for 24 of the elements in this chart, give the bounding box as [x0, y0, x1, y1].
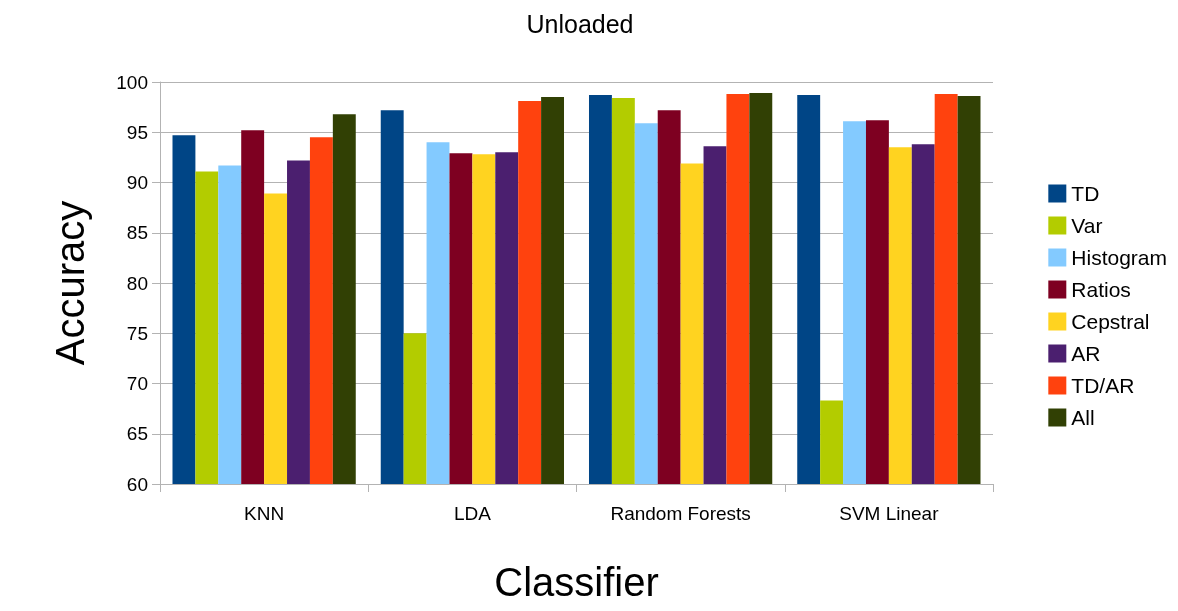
- y-tick-label: 75: [126, 322, 148, 344]
- x-tick-label: KNN: [244, 503, 285, 524]
- legend-label: Cepstral: [1071, 310, 1150, 333]
- y-tick-label: 95: [126, 121, 148, 143]
- y-tick-label: 85: [126, 222, 148, 244]
- y-tick-label: 70: [126, 373, 148, 394]
- x-axis-title: Classifier: [494, 560, 659, 604]
- x-tick-label: SVM Linear: [839, 503, 940, 524]
- y-axis-title: Accuracy: [48, 200, 92, 366]
- legend-label: AR: [1071, 342, 1101, 365]
- y-tick-label: 90: [126, 172, 148, 193]
- legend-label: TD/AR: [1071, 374, 1135, 397]
- legend-label: Ratios: [1071, 278, 1131, 301]
- chart-title: Unloaded: [526, 9, 634, 38]
- legend-label: Histogram: [1071, 246, 1168, 269]
- y-tick-label: 65: [126, 423, 148, 445]
- y-tick-label: 60: [126, 473, 148, 495]
- x-tick-label: LDA: [453, 503, 492, 524]
- x-tick-label: Random Forests: [610, 503, 751, 524]
- y-tick-label: 80: [126, 272, 148, 294]
- legend-label: Var: [1071, 214, 1103, 237]
- y-tick-label: 100: [116, 71, 148, 93]
- legend-label: TD: [1071, 182, 1100, 205]
- legend-label: All: [1071, 406, 1095, 429]
